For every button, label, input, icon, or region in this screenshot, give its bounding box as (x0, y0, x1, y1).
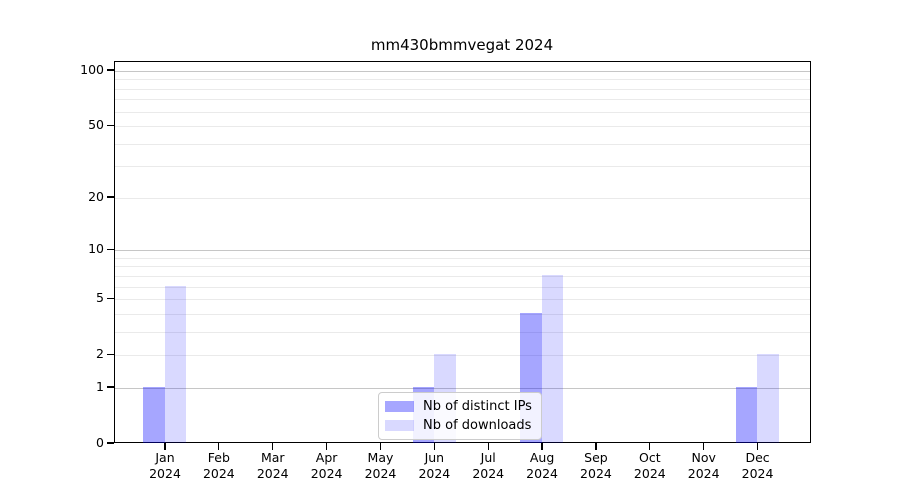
legend-swatch-distinct-ips (385, 401, 414, 412)
bar-distinct-ips (735, 386, 758, 443)
minor-gridline (115, 197, 810, 199)
major-gridline (115, 71, 810, 72)
minor-gridline (115, 111, 810, 113)
x-axis-tick (541, 443, 543, 450)
minor-gridline (115, 166, 810, 168)
x-axis-tick (703, 443, 705, 450)
legend: Nb of distinct IPs Nb of downloads (378, 392, 542, 440)
major-gridline (115, 387, 810, 389)
x-axis-tick (649, 443, 651, 450)
y-axis-tick-label: 20 (88, 188, 104, 204)
y-axis-tick (107, 69, 114, 71)
x-axis-tick (487, 443, 489, 450)
minor-gridline (115, 99, 810, 101)
minor-gridline (115, 88, 810, 90)
x-axis-tick-label: Aug 2024 (526, 450, 558, 481)
x-axis-tick (595, 443, 597, 450)
x-axis-tick (272, 443, 274, 450)
x-axis-tick (433, 443, 435, 450)
x-axis-tick (756, 443, 759, 450)
y-axis-tick-label: 2 (96, 346, 104, 362)
y-axis-tick (107, 353, 114, 355)
minor-gridline (115, 257, 810, 259)
bar-downloads (757, 354, 779, 443)
x-axis-tick-label: Apr 2024 (310, 450, 343, 481)
legend-item-downloads: Nb of downloads (385, 418, 532, 433)
bar-downloads (541, 274, 564, 443)
minor-gridline (115, 143, 810, 145)
minor-gridline (115, 355, 810, 357)
y-axis-tick-label: 5 (96, 290, 104, 306)
minor-gridline (115, 266, 810, 268)
y-axis-tick-label: 50 (88, 117, 104, 133)
y-axis-tick-label: 1 (96, 378, 104, 394)
legend-item-distinct-ips: Nb of distinct IPs (385, 399, 532, 414)
x-axis-tick (218, 443, 220, 450)
x-axis-tick-label: May 2024 (364, 450, 397, 481)
y-axis-tick (107, 196, 114, 198)
y-axis-tick (107, 124, 114, 126)
x-axis-tick (379, 443, 382, 450)
legend-swatch-downloads (385, 420, 414, 431)
minor-gridline (115, 286, 810, 288)
minor-gridline (115, 126, 810, 128)
major-gridline (115, 250, 810, 252)
bar-distinct-ips (143, 386, 165, 443)
x-axis-tick-label: Jun 2024 (418, 450, 451, 481)
x-axis-tick-label: Mar 2024 (256, 450, 289, 481)
y-axis-tick-label: 0 (96, 435, 104, 450)
x-axis-tick (326, 443, 328, 450)
y-axis-tick-label: 10 (88, 241, 104, 257)
y-axis-tick (107, 386, 114, 388)
y-axis-tick (107, 297, 114, 299)
x-axis-tick-label: Nov 2024 (687, 450, 720, 481)
x-axis-tick-label: Dec 2024 (741, 450, 774, 481)
y-axis-tick (107, 248, 114, 250)
legend-label-downloads: Nb of downloads (423, 418, 532, 433)
x-axis-tick-label: Jul 2024 (472, 450, 505, 481)
legend-label-distinct-ips: Nb of distinct IPs (423, 399, 532, 414)
y-axis-tick-label: 100 (80, 62, 104, 77)
x-axis-tick (164, 443, 166, 450)
chart-title: mm430bmmvegat 2024 (370, 36, 554, 54)
x-axis-tick-label: Sep 2024 (580, 450, 612, 481)
x-axis-tick-label: Jan 2024 (149, 450, 181, 481)
x-axis-tick-label: Feb 2024 (202, 450, 235, 481)
minor-gridline (115, 331, 810, 333)
x-axis-tick-label: Oct 2024 (633, 450, 666, 481)
bar-downloads (164, 285, 187, 443)
minor-gridline (115, 299, 810, 301)
minor-gridline (115, 79, 810, 81)
minor-gridline (115, 313, 810, 315)
y-axis-tick (107, 442, 114, 444)
plot-area (114, 61, 811, 443)
minor-gridline (115, 275, 810, 277)
